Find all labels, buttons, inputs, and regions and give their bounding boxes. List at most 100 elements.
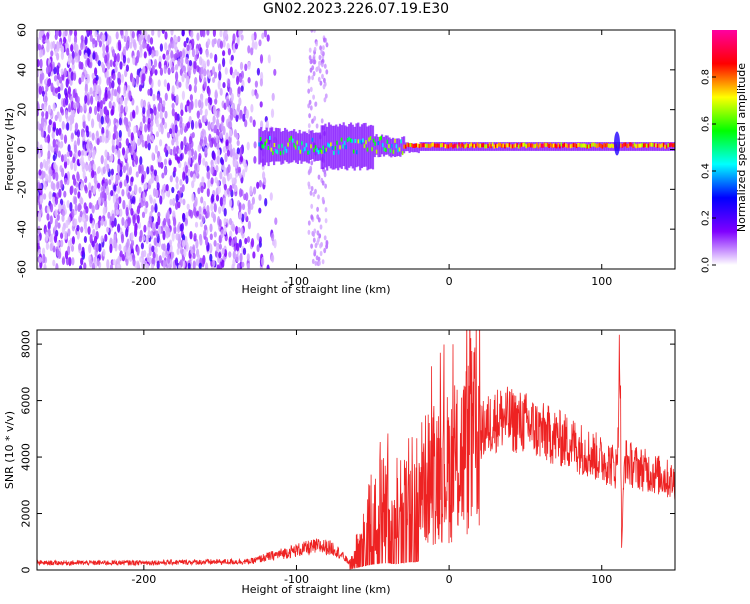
noise-blob xyxy=(115,203,119,210)
signal-core xyxy=(447,144,450,149)
signal-core xyxy=(560,142,563,147)
noise-blob xyxy=(125,206,129,217)
signal-core xyxy=(610,143,613,148)
noise-blob xyxy=(226,42,230,50)
noise-blob xyxy=(66,200,70,208)
noise-blob xyxy=(114,65,118,73)
noise-blob xyxy=(123,245,127,253)
noise-blob xyxy=(133,184,138,194)
noise-blob xyxy=(136,214,140,224)
noise-blob xyxy=(312,59,316,65)
noise-blob xyxy=(112,72,116,81)
signal-core xyxy=(578,143,581,148)
noise-blob xyxy=(133,125,137,134)
noise-blob xyxy=(271,254,275,263)
noise-blob xyxy=(41,119,45,129)
noise-blob xyxy=(195,259,199,266)
noise-blob xyxy=(240,34,244,41)
signal-core xyxy=(418,144,421,149)
signal-halo xyxy=(307,134,310,164)
noise-blob xyxy=(104,158,108,168)
signal-halo xyxy=(382,136,386,157)
noise-blob xyxy=(93,235,98,244)
noise-blob xyxy=(307,88,311,94)
noise-blob xyxy=(188,135,193,145)
noise-blob xyxy=(167,254,171,264)
signal-core xyxy=(572,143,575,148)
signal-core xyxy=(595,143,598,148)
noise-blob xyxy=(186,121,191,129)
noise-blob xyxy=(246,253,250,262)
noise-blob xyxy=(174,52,178,61)
noise-blob xyxy=(157,161,162,168)
signal-core xyxy=(458,142,460,147)
signal-core xyxy=(606,142,608,147)
signal-halo xyxy=(296,133,299,164)
noise-blob xyxy=(42,34,47,41)
signal-core xyxy=(368,137,370,142)
noise-blob xyxy=(97,220,101,229)
noise-blob xyxy=(141,73,145,84)
noise-blob xyxy=(118,196,122,204)
noise-blob xyxy=(165,231,169,239)
noise-blob xyxy=(58,203,62,210)
noise-blob xyxy=(170,30,174,36)
noise-blob xyxy=(314,101,318,107)
noise-blob xyxy=(67,144,71,153)
y-tick-label: -20 xyxy=(16,180,29,198)
noise-blob xyxy=(254,80,258,88)
noise-blob xyxy=(223,166,227,177)
noise-blob xyxy=(113,217,117,227)
noise-blob xyxy=(121,188,125,197)
noise-blob xyxy=(128,90,132,100)
noise-blob xyxy=(314,242,318,249)
noise-blob xyxy=(126,147,130,154)
noise-blob xyxy=(258,194,262,201)
noise-blob xyxy=(222,146,226,154)
noise-blob xyxy=(142,39,146,50)
noise-blob xyxy=(144,206,148,215)
noise-blob xyxy=(102,43,106,54)
signal-core xyxy=(586,144,589,149)
noise-blob xyxy=(38,182,42,193)
noise-blob xyxy=(86,47,90,57)
noise-blob xyxy=(48,191,52,200)
signal-core xyxy=(513,144,515,149)
noise-blob xyxy=(323,235,327,241)
signal-halo xyxy=(490,142,494,151)
noise-blob xyxy=(118,243,122,252)
noise-blob xyxy=(154,144,158,154)
noise-blob xyxy=(131,196,136,204)
signal-core xyxy=(421,143,424,148)
noise-blob xyxy=(209,52,213,59)
noise-blob xyxy=(310,160,314,166)
noise-blob xyxy=(111,105,115,116)
noise-blob xyxy=(80,128,85,137)
noise-blob xyxy=(135,105,139,116)
noise-blob xyxy=(125,41,129,51)
noise-blob xyxy=(236,139,240,147)
noise-blob xyxy=(81,74,85,83)
noise-blob xyxy=(110,153,114,162)
noise-blob xyxy=(56,79,60,87)
noise-blob xyxy=(40,128,45,138)
noise-blob xyxy=(71,257,75,266)
noise-blob xyxy=(151,30,155,36)
signal-core xyxy=(420,143,422,148)
y-tick-label: 40 xyxy=(16,63,29,77)
signal-core xyxy=(504,144,506,149)
signal-core xyxy=(548,144,550,148)
signal-core xyxy=(380,135,382,140)
noise-blob xyxy=(316,230,320,236)
noise-blob xyxy=(207,121,211,131)
noise-blob xyxy=(185,165,189,174)
signal-core xyxy=(464,144,466,149)
noise-blob xyxy=(102,33,106,43)
noise-blob xyxy=(64,30,68,37)
noise-blob xyxy=(81,246,85,256)
noise-blob xyxy=(46,205,51,214)
noise-blob xyxy=(131,76,135,87)
noise-blob xyxy=(116,138,120,146)
noise-blob xyxy=(134,155,139,165)
noise-blob xyxy=(202,157,206,166)
